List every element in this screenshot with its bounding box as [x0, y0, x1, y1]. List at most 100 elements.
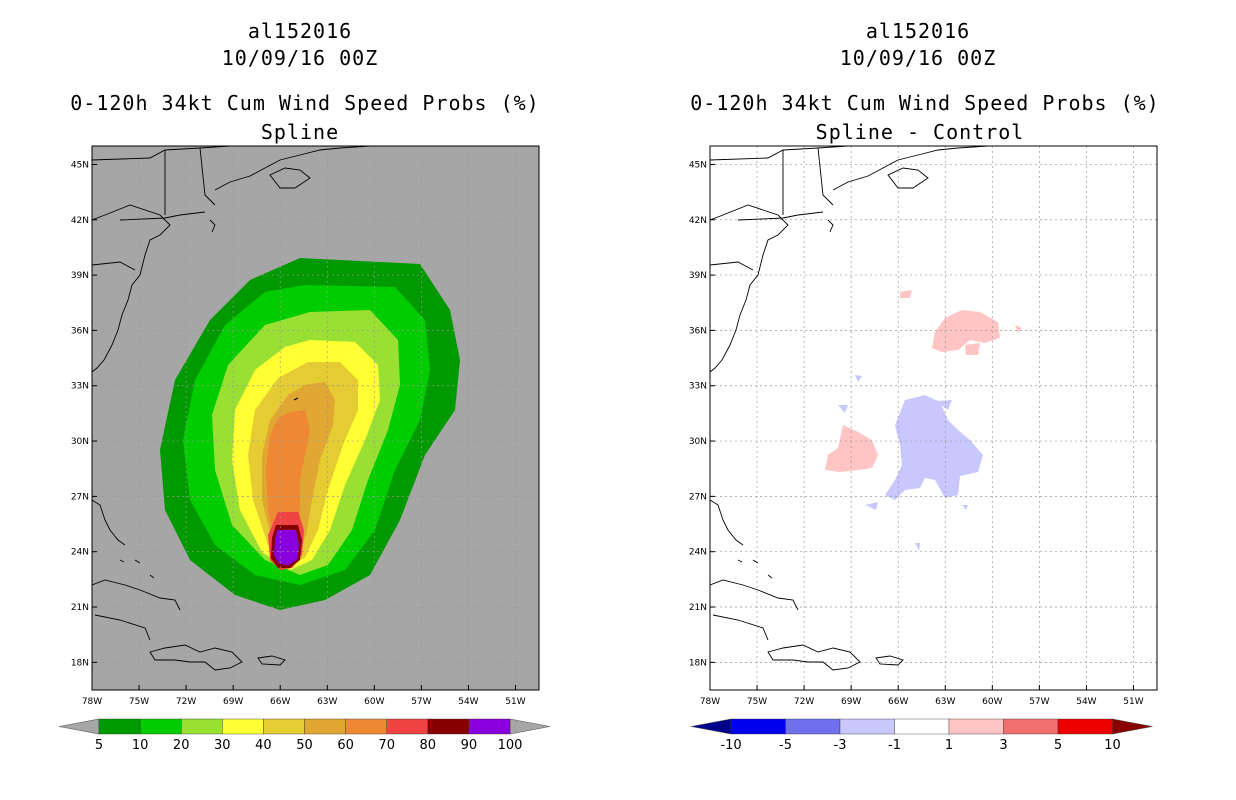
left-lon-label: 69W	[223, 697, 243, 707]
positive-diff-area-west	[825, 425, 878, 472]
left-lat-label: 24N	[71, 548, 89, 558]
left-lon-label: 51W	[505, 697, 525, 707]
right-colorbar-label: -5	[779, 738, 792, 753]
left-map-panel: 45N 42N 39N 36N 33N 30N 27N 24N 21N 18N 78W 75W 72W 6…	[71, 145, 540, 707]
right-lat-label: 42N	[689, 216, 707, 226]
left-lon-label: 66W	[270, 697, 290, 707]
right-lat-label: 45N	[689, 160, 707, 170]
left-colorbar-label: 40	[255, 738, 272, 753]
left-title-subtitle: Spline	[260, 120, 340, 144]
right-map-panel: 45N 42N 39N 36N 33N 30N 27N 24N 21N 18N 78W 75W 72W 6…	[689, 145, 1158, 707]
right-lat-label: 21N	[689, 603, 707, 613]
left-lat-label: 42N	[71, 216, 89, 226]
right-colorbar-box	[1057, 718, 1113, 735]
right-title-date: 10/09/16 00Z	[839, 46, 997, 70]
left-colorbar-label: 80	[420, 738, 437, 753]
left-colorbar-box	[468, 718, 511, 735]
right-colorbar-label: 10	[1104, 738, 1121, 753]
left-colorbar-over-arrow	[509, 718, 551, 735]
right-colorbar-label: -3	[834, 738, 847, 753]
left-colorbar-label: 30	[214, 738, 231, 753]
positive-diff-small-2	[900, 290, 912, 298]
right-colorbar-box	[1003, 718, 1059, 735]
right-lon-label: 57W	[1029, 697, 1049, 707]
right-colorbar-box	[894, 718, 950, 735]
left-lon-label: 60W	[364, 697, 384, 707]
left-lat-label: 45N	[71, 160, 89, 170]
left-colorbar-label: 5	[95, 738, 103, 753]
left-lon-label: 75W	[129, 697, 149, 707]
negative-diff-spot-4	[865, 502, 878, 510]
left-colorbar-box	[139, 718, 182, 735]
track-marker	[293, 397, 299, 401]
left-lon-label: 54W	[458, 697, 478, 707]
positive-diff-area-north	[932, 310, 1000, 352]
right-title-subtitle: Spline - Control	[815, 120, 1025, 144]
left-lat-label: 30N	[71, 437, 89, 447]
negative-diff-spot-6	[962, 505, 968, 510]
right-lat-label: 36N	[689, 326, 707, 336]
positive-diff-small-1	[965, 343, 980, 355]
negative-diff-spot-5	[915, 543, 920, 551]
left-colorbar-box	[263, 718, 305, 735]
left-lat-label: 33N	[71, 382, 89, 392]
left-colorbar-label: 10	[132, 738, 149, 753]
left-colorbar: 5 10 20 30 40 50 60 70 80 90 100	[58, 718, 551, 753]
right-colorbar-box	[948, 718, 1004, 735]
left-colorbar-box	[386, 718, 429, 735]
right-title-storm-id: al152016	[865, 19, 971, 43]
right-lon-label: 51W	[1123, 697, 1143, 707]
left-colorbar-box	[222, 718, 264, 735]
negative-diff-spot-1	[936, 400, 952, 410]
right-lon-label: 78W	[700, 697, 720, 707]
left-lon-label: 57W	[411, 697, 431, 707]
positive-diff-small-3	[1015, 325, 1022, 333]
left-colorbar-label: 100	[498, 738, 523, 753]
right-colorbar: -10 -5 -3 -1 1 3 5 10	[690, 718, 1153, 753]
right-colorbar-label: 3	[999, 738, 1007, 753]
left-lat-label: 21N	[71, 603, 89, 613]
right-lat-label: 27N	[689, 492, 707, 502]
right-colorbar-over-arrow	[1112, 718, 1153, 735]
left-lat-label: 39N	[71, 271, 89, 281]
left-colorbar-label: 60	[337, 738, 354, 753]
right-colorbar-box	[730, 718, 786, 735]
right-coastlines	[710, 146, 989, 671]
right-lat-label: 30N	[689, 437, 707, 447]
right-axis-ticks: 45N 42N 39N 36N 33N 30N 27N 24N 21N 18N 78W 75W 72W 6…	[689, 160, 1144, 707]
right-lon-label: 69W	[841, 697, 861, 707]
right-colorbar-label: -1	[888, 738, 901, 753]
left-title-storm-id: al152016	[247, 19, 353, 43]
left-colorbar-box	[98, 718, 141, 735]
right-colorbar-box	[785, 718, 841, 735]
negative-diff-area	[885, 395, 983, 500]
left-lat-label: 36N	[71, 326, 89, 336]
right-lon-label: 54W	[1076, 697, 1096, 707]
left-colorbar-label: 50	[296, 738, 313, 753]
left-colorbar-label: 20	[173, 738, 190, 753]
left-probability-contours	[160, 258, 460, 610]
left-lat-label: 27N	[71, 492, 89, 502]
right-lon-label: 75W	[747, 697, 767, 707]
right-colorbar-under-arrow	[690, 718, 732, 735]
right-lon-label: 66W	[888, 697, 908, 707]
left-title-variable: 0-120h 34kt Cum Wind Speed Probs (%)	[70, 91, 540, 115]
left-coastlines	[92, 146, 371, 671]
right-title-variable: 0-120h 34kt Cum Wind Speed Probs (%)	[690, 91, 1160, 115]
left-colorbar-under-arrow	[58, 718, 100, 735]
left-lon-label: 63W	[317, 697, 337, 707]
contour-90-100pct	[274, 530, 299, 565]
left-axis-ticks: 45N 42N 39N 36N 33N 30N 27N 24N 21N 18N 78W 75W 72W 6…	[71, 160, 526, 707]
right-lat-label: 24N	[689, 548, 707, 558]
right-lon-label: 60W	[982, 697, 1002, 707]
right-lat-label: 39N	[689, 271, 707, 281]
right-difference-contours	[825, 290, 1022, 551]
left-colorbar-box	[345, 718, 387, 735]
left-lat-label: 18N	[71, 658, 89, 668]
right-colorbar-label: 5	[1054, 738, 1062, 753]
left-grid-lines	[92, 146, 539, 690]
left-map-frame	[91, 145, 540, 691]
left-colorbar-label: 70	[378, 738, 395, 753]
left-colorbar-box	[427, 718, 470, 735]
